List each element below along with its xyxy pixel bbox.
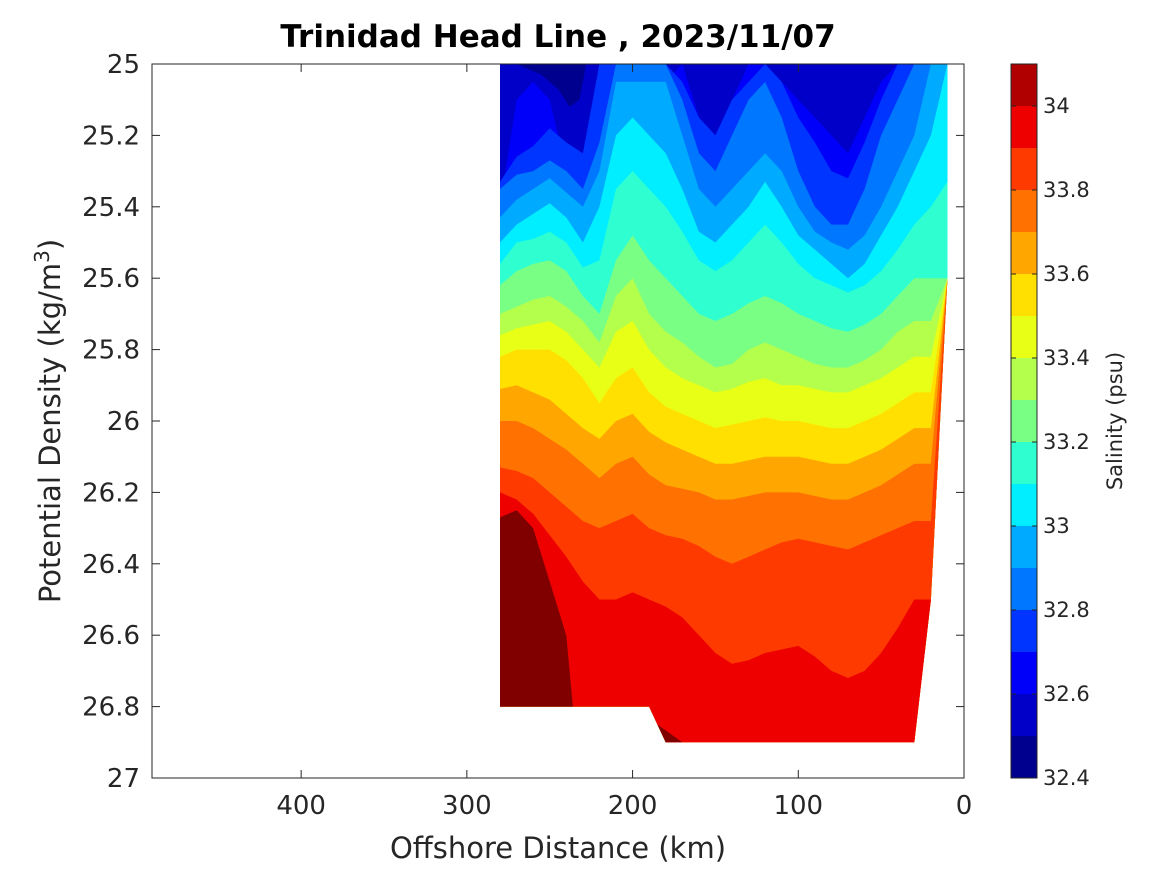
colorbar-segment (1011, 652, 1037, 694)
colorbar-segment (1011, 484, 1037, 526)
contour-band-32.4 (516, 64, 587, 107)
colorbar-border (1010, 63, 1038, 779)
y-tick-label: 26.4 (82, 550, 140, 580)
contour-band-high-core (500, 510, 573, 707)
colorbar-segment (1011, 274, 1037, 316)
colorbar-tick-label: 33.8 (1043, 178, 1090, 202)
colorbar-tick-label: 34 (1043, 94, 1070, 118)
colorbar-segment (1011, 106, 1037, 148)
colorbar-segment (1011, 610, 1037, 652)
colorbar-tick-label: 32.8 (1043, 598, 1090, 622)
y-tick-label: 25.8 (82, 336, 140, 366)
x-tick-label: 0 (956, 791, 973, 821)
colorbar: 32.4 32.6 32.8 33 33.2 33.4 33.6 33.8 34 (1010, 63, 1090, 790)
colorbar-tick-label: 33.4 (1043, 346, 1090, 370)
colorbar-segment (1011, 358, 1037, 400)
colorbar-segment (1011, 568, 1037, 610)
y-tick-label: 25 (107, 50, 140, 80)
chart-title: Trinidad Head Line , 2023/11/07 (280, 19, 835, 55)
y-axis-label: Potential Density (kg/m3) (30, 239, 67, 603)
contour-band-bottom-sliver (649, 706, 683, 743)
x-tick-label: 200 (608, 791, 658, 821)
colorbar-segment (1011, 694, 1037, 736)
colorbar-tick-label: 32.4 (1043, 766, 1090, 790)
y-tick-label: 26.2 (82, 478, 140, 508)
colorbar-segment (1011, 232, 1037, 274)
x-axis-label: Offshore Distance (km) (390, 831, 726, 865)
y-tick-label: 25.2 (82, 121, 140, 151)
y-axis-label-main: Potential Density (kg/m (33, 263, 67, 603)
y-tick-label: 25.4 (82, 193, 140, 223)
x-tick-label: 100 (773, 791, 823, 821)
colorbar-segment (1011, 400, 1037, 442)
colorbar-segment (1011, 526, 1037, 568)
y-tick-label: 25.6 (82, 264, 140, 294)
x-tick-label: 400 (276, 791, 326, 821)
y-axis-label-close: ) (33, 239, 67, 250)
y-axis-label-superscript: 3 (30, 250, 54, 263)
y-tick-label: 26.8 (82, 693, 140, 723)
y-axis: 25 25.2 25.4 25.6 25.8 26 26.2 26.4 26.6 26.8 27 (82, 50, 964, 794)
colorbar-segment (1011, 442, 1037, 484)
colorbar-segment (1011, 64, 1037, 106)
colorbar-tick-label: 33.6 (1043, 262, 1090, 286)
contour-band-33.9 (500, 278, 948, 743)
colorbar-tick-label: 32.6 (1043, 682, 1090, 706)
colorbar-segment (1011, 736, 1037, 778)
x-tick-label: 300 (442, 791, 492, 821)
y-tick-label: 27 (107, 764, 140, 794)
colorbar-tick-label: 33.2 (1043, 430, 1090, 454)
colorbar-label: Salinity (psu) (1103, 352, 1127, 490)
y-tick-label: 26.6 (82, 621, 140, 651)
y-tick-label: 26 (107, 407, 140, 437)
colorbar-segment (1011, 316, 1037, 358)
colorbar-tick-label: 33 (1043, 514, 1070, 538)
colorbar-segment (1011, 148, 1037, 190)
contour-fill (500, 64, 948, 743)
colorbar-segment (1011, 190, 1037, 232)
x-axis: 400 300 200 100 0 (276, 64, 972, 821)
